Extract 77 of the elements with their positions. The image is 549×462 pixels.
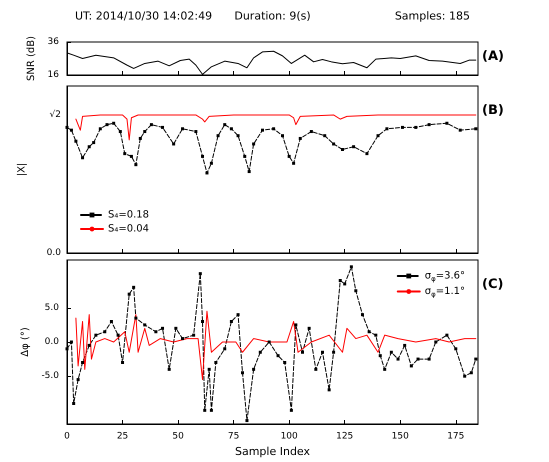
point xyxy=(352,145,356,148)
point xyxy=(123,152,126,156)
point xyxy=(340,148,344,151)
point xyxy=(201,154,204,158)
y-tick-label: 36 xyxy=(48,37,60,47)
point xyxy=(92,141,96,144)
point xyxy=(134,163,138,166)
x-tick-label: 150 xyxy=(392,432,410,442)
chart-title: (B) xyxy=(482,103,504,118)
x-tick-label: 0 xyxy=(64,432,70,442)
x-tick-label: 125 xyxy=(336,432,354,442)
point xyxy=(216,134,220,138)
point xyxy=(194,130,198,134)
x-tick-label: 50 xyxy=(172,432,184,442)
x-tick-label: 75 xyxy=(228,432,240,442)
text: Duration: 9(s) xyxy=(234,10,311,22)
x-tick-label: 25 xyxy=(116,432,128,442)
point xyxy=(400,126,404,129)
point xyxy=(150,123,153,126)
y-axis-title: |X| xyxy=(16,162,28,176)
point xyxy=(138,136,142,140)
text: UT: 2014/10/30 14:02:49 xyxy=(75,10,212,22)
text: √2 xyxy=(50,108,61,120)
point xyxy=(172,142,176,146)
point xyxy=(74,140,78,143)
point xyxy=(112,122,116,125)
point xyxy=(332,142,336,146)
point xyxy=(70,128,73,132)
point xyxy=(376,134,380,138)
y-tick-label: 0.0 xyxy=(44,337,60,347)
point xyxy=(210,162,213,165)
line-series xyxy=(75,310,476,380)
y-tick-label: -5.0 xyxy=(41,371,60,382)
point xyxy=(118,130,122,134)
point xyxy=(272,127,276,130)
point xyxy=(298,136,302,140)
point xyxy=(458,128,462,132)
y-tick-label: 5.0 xyxy=(44,302,60,313)
point xyxy=(88,145,91,148)
legend-label: S₄=0.18 xyxy=(108,210,150,220)
x-axis-title: Sample Index xyxy=(234,445,310,458)
point xyxy=(292,162,296,165)
point xyxy=(81,156,84,160)
point xyxy=(230,127,233,130)
point xyxy=(445,122,448,125)
point xyxy=(365,152,368,156)
point xyxy=(310,130,313,134)
point xyxy=(252,142,256,146)
x-tick-label: 175 xyxy=(447,432,464,442)
point xyxy=(98,127,102,130)
point xyxy=(323,134,326,138)
point xyxy=(474,127,478,130)
point xyxy=(236,134,240,138)
point xyxy=(288,154,291,158)
point xyxy=(105,123,108,126)
point xyxy=(248,170,251,174)
text: Samples: 185 xyxy=(394,10,470,22)
point xyxy=(130,154,133,158)
text: (C) xyxy=(482,277,504,292)
point xyxy=(280,134,284,138)
point xyxy=(161,126,164,129)
point xyxy=(205,171,208,174)
legend-label: S₄=0.04 xyxy=(108,224,150,234)
point xyxy=(223,123,226,126)
x-tick-label: 100 xyxy=(280,432,298,442)
point xyxy=(243,154,246,158)
point xyxy=(428,123,431,126)
point xyxy=(143,130,146,134)
y-axis-title: Δφ (°) xyxy=(20,327,32,357)
y-tick-label: 16 xyxy=(48,70,60,80)
text: (A) xyxy=(482,49,504,64)
point xyxy=(66,126,68,129)
point xyxy=(181,127,184,130)
point xyxy=(414,126,418,129)
y-axis-title: SNR (dB) xyxy=(26,36,38,81)
point xyxy=(261,128,264,132)
point xyxy=(385,127,388,130)
